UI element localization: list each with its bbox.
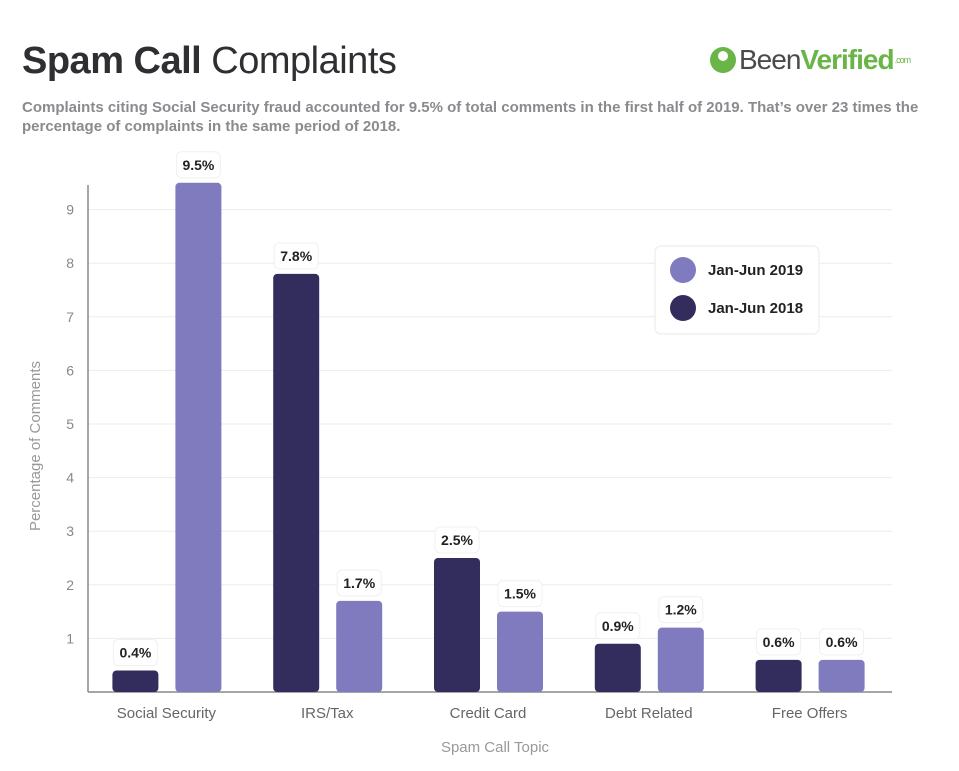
logo-text-verified: Verified <box>800 44 894 75</box>
data-label: 0.9% <box>602 618 634 634</box>
data-label: 1.5% <box>504 586 536 602</box>
data-label-box <box>819 628 865 656</box>
x-tick-label: Debt Related <box>605 705 693 722</box>
page-title: Spam Call Complaints <box>22 40 397 83</box>
y-tick-label: 9 <box>66 202 74 218</box>
data-label: 0.6% <box>763 634 795 650</box>
y-tick-label: 7 <box>66 309 74 325</box>
bar <box>497 611 543 692</box>
bar <box>657 627 704 692</box>
data-label-box <box>756 628 802 656</box>
user-badge-icon <box>710 47 736 73</box>
data-label-box <box>658 596 704 624</box>
y-tick-label: 2 <box>66 577 74 593</box>
bar <box>755 659 802 692</box>
data-label-box <box>112 639 158 667</box>
y-tick-label: 1 <box>66 630 74 646</box>
data-label-box <box>497 580 543 608</box>
logo-text-com: .com <box>894 55 911 65</box>
bar <box>336 600 383 692</box>
legend-label: Jan-Jun 2018 <box>708 300 803 317</box>
data-label: 2.5% <box>441 532 473 548</box>
data-label: 0.6% <box>826 634 858 650</box>
data-label: 7.8% <box>280 248 312 264</box>
data-label-box <box>336 569 382 597</box>
x-tick-label: Free Offers <box>772 705 848 722</box>
data-label: 1.7% <box>343 575 375 591</box>
logo-text-been: Been <box>739 44 801 75</box>
data-label-box <box>175 151 221 179</box>
bar <box>594 643 641 692</box>
y-tick-label: 5 <box>66 416 74 432</box>
data-label: 9.5% <box>182 157 214 173</box>
data-label-box <box>273 242 319 270</box>
x-tick-label: IRS/Tax <box>301 705 354 722</box>
title-bold: Spam Call <box>22 40 202 82</box>
y-tick-label: 4 <box>66 470 74 486</box>
data-label: 1.2% <box>665 602 697 618</box>
bar <box>273 273 320 692</box>
bar <box>112 670 159 692</box>
beenverified-logo: Been Verified .com <box>710 44 911 76</box>
data-label-box <box>595 612 641 640</box>
data-label-box <box>434 526 480 554</box>
title-light: Complaints <box>211 40 397 82</box>
data-label: 0.4% <box>119 645 151 661</box>
y-tick-label: 6 <box>66 362 74 378</box>
legend-swatch <box>670 295 696 321</box>
bar <box>175 182 222 693</box>
subtitle: Complaints citing Social Security fraud … <box>22 99 919 135</box>
x-axis-title: Spam Call Topic <box>441 739 550 756</box>
bar <box>818 659 865 692</box>
bar <box>434 558 480 692</box>
x-tick-label: Social Security <box>117 705 217 722</box>
legend-label: Jan-Jun 2019 <box>708 262 803 279</box>
x-tick-label: Credit Card <box>450 705 527 722</box>
legend <box>654 245 820 335</box>
y-axis-title: Percentage of Comments <box>27 361 44 531</box>
y-tick-label: 8 <box>66 255 74 271</box>
y-tick-label: 3 <box>66 523 74 539</box>
legend-swatch <box>670 257 696 283</box>
